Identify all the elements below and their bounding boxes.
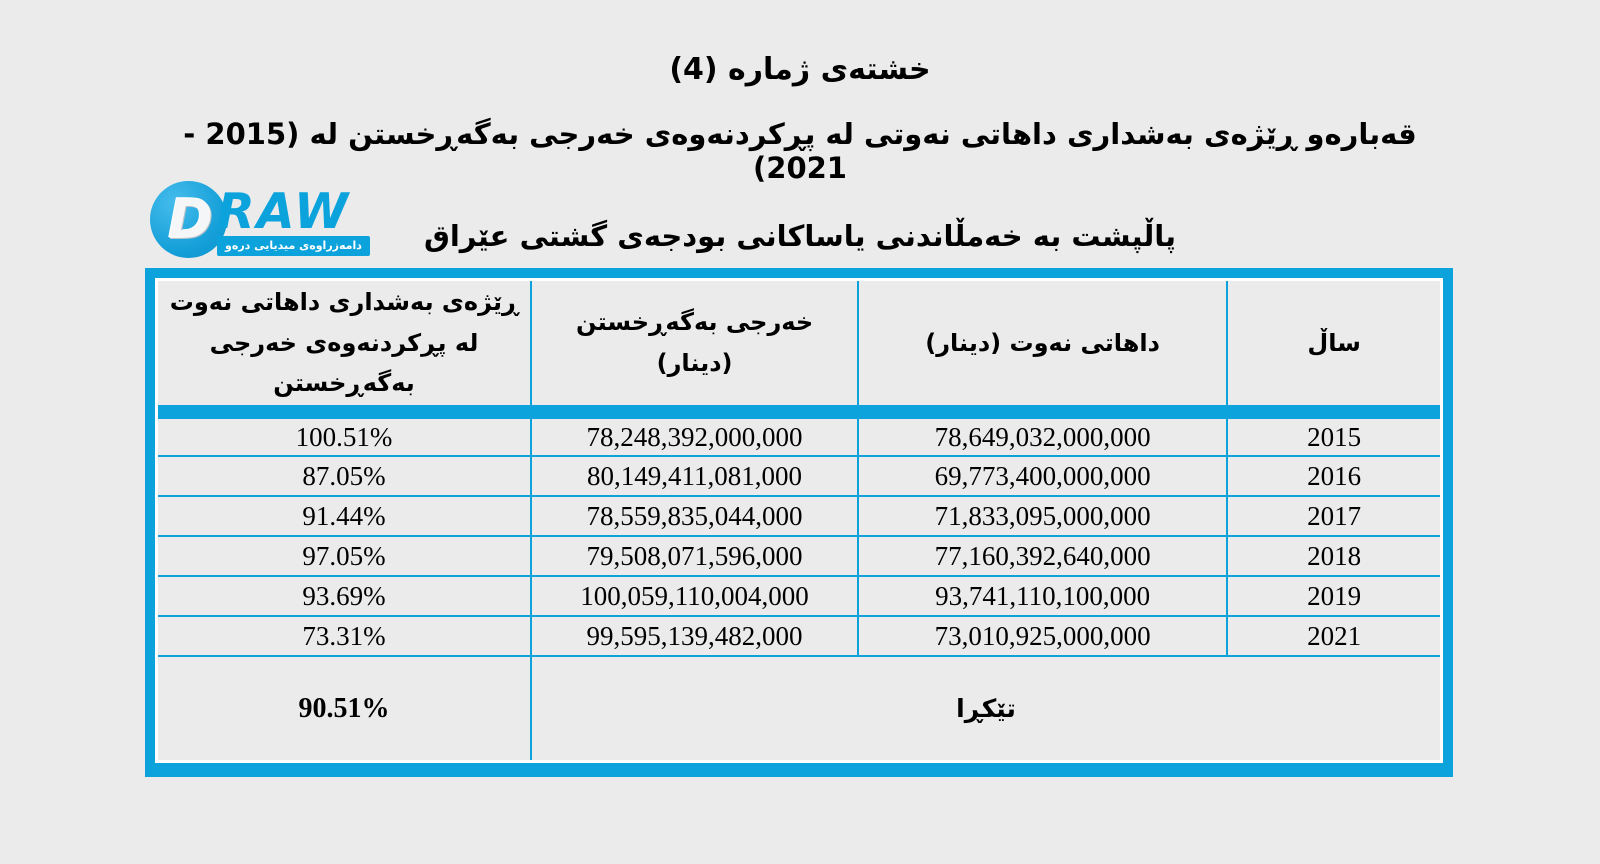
table-header-row: ساڵ داهاتی نەوت (دینار) خەرجی بەگەڕخستن … [158, 281, 1440, 413]
cell-ratio: 97.05% [158, 535, 533, 577]
cell-revenue: 69,773,400,000,000 [856, 455, 1229, 497]
header-ratio-line1: ڕێژەی بەشداری داهاتی نەوت [169, 287, 519, 316]
cell-year: 2018 [1226, 535, 1440, 577]
table-row: 2015 78,649,032,000,000 78,248,392,000,0… [158, 415, 1440, 457]
cell-expenditure: 99,595,139,482,000 [530, 615, 859, 657]
cell-ratio: 100.51% [158, 415, 533, 457]
page-title: خشتەی ژماره (4) [669, 52, 931, 87]
table-row: 2017 71,833,095,000,000 78,559,835,044,0… [158, 495, 1440, 537]
cell-expenditure: 79,508,071,596,000 [530, 535, 859, 577]
cell-year: 2019 [1226, 575, 1440, 617]
header-cell-revenue: داهاتی نەوت (دینار) [856, 281, 1229, 413]
header-cell-year: ساڵ [1226, 281, 1440, 413]
cell-revenue: 78,649,032,000,000 [856, 415, 1229, 457]
page-subtitle: قەبارەو ڕێژەی بەشداری داهاتی نەوتی لە پڕ… [183, 117, 1417, 185]
table-row: 2019 93,741,110,100,000 100,059,110,004,… [158, 575, 1440, 617]
page-subnote: پاڵپشت بە خەمڵاندنی یاساکانی بودجەی گشتی… [423, 219, 1177, 253]
cell-revenue: 93,741,110,100,000 [856, 575, 1229, 617]
average-value: 90.51% [158, 655, 533, 760]
cell-expenditure: 78,559,835,044,000 [530, 495, 859, 537]
logo-wordmark: RAW [217, 183, 351, 240]
logo-circle-icon: D [150, 181, 227, 258]
cell-year: 2017 [1226, 495, 1440, 537]
average-label: تێکڕا [530, 655, 1440, 760]
cell-ratio: 93.69% [158, 575, 533, 617]
draw-logo: D RAW دامەزراوەی میدیایی درەو [150, 181, 370, 258]
cell-revenue: 71,833,095,000,000 [856, 495, 1229, 537]
header-cell-expenditure: خەرجی بەگەڕخستن (دینار) [530, 281, 859, 413]
average-row: تێکڕا 90.51% [158, 655, 1440, 760]
header-body-separator [158, 409, 1440, 419]
header-ratio-line3: بەگەڕخستن [273, 369, 415, 398]
table-row: 2016 69,773,400,000,000 80,149,411,081,0… [158, 455, 1440, 497]
header-year-label: ساڵ [1307, 328, 1361, 357]
logo-tagline: دامەزراوەی میدیایی درەو [217, 236, 370, 256]
cell-ratio: 87.05% [158, 455, 533, 497]
header-expenditure-line2: (دینار) [656, 349, 733, 377]
cell-revenue: 77,160,392,640,000 [856, 535, 1229, 577]
title-block: خشتەی ژماره (4) قەبارەو ڕێژەی بەشداری دا… [146, 52, 1454, 253]
header-cell-ratio: ڕێژەی بەشداری داهاتی نەوت لە پڕکردنەوەی … [158, 281, 533, 413]
cell-ratio: 73.31% [158, 615, 533, 657]
table-row: 2018 77,160,392,640,000 79,508,071,596,0… [158, 535, 1440, 577]
header-expenditure-line1: خەرجی بەگەڕخستن [575, 308, 814, 337]
cell-expenditure: 78,248,392,000,000 [530, 415, 859, 457]
cell-revenue: 73,010,925,000,000 [856, 615, 1229, 657]
cell-year: 2015 [1226, 415, 1440, 457]
table-row: 2021 73,010,925,000,000 99,595,139,482,0… [158, 615, 1440, 657]
cell-ratio: 91.44% [158, 495, 533, 537]
cell-year: 2016 [1226, 455, 1440, 497]
data-table-frame: ساڵ داهاتی نەوت (دینار) خەرجی بەگەڕخستن … [145, 268, 1453, 777]
header-revenue-label: داهاتی نەوت (دینار) [925, 328, 1160, 357]
logo-letter-d: D [168, 187, 213, 251]
header-ratio-line2: لە پڕکردنەوەی خەرجی [209, 328, 479, 357]
cell-expenditure: 80,149,411,081,000 [530, 455, 859, 497]
logo-wordmark-block: RAW دامەزراوەی میدیایی درەو [217, 181, 370, 256]
cell-year: 2021 [1226, 615, 1440, 657]
data-table: ساڵ داهاتی نەوت (دینار) خەرجی بەگەڕخستن … [158, 281, 1440, 760]
data-table-inner-frame: ساڵ داهاتی نەوت (دینار) خەرجی بەگەڕخستن … [155, 278, 1443, 763]
cell-expenditure: 100,059,110,004,000 [530, 575, 859, 617]
